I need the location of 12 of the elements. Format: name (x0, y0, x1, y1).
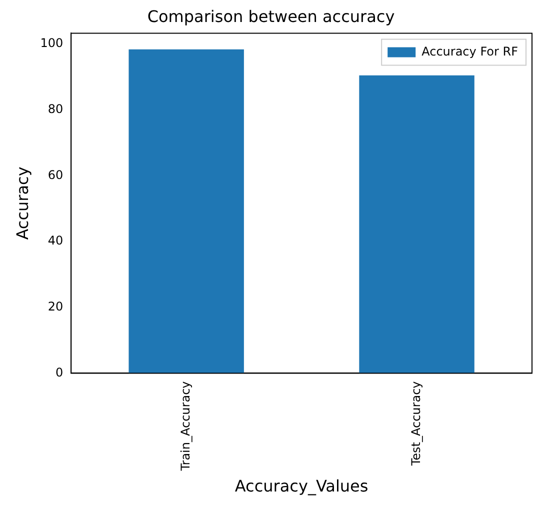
y-tick-label: 60 (48, 168, 64, 182)
x-tick-label: Test_Accuracy (408, 381, 423, 467)
y-tick-label: 100 (40, 36, 64, 50)
legend-label: Accuracy For RF (422, 44, 518, 58)
x-tick-label: Train_Accuracy (178, 381, 192, 472)
y-tick-label: 0 (55, 365, 64, 380)
y-tick-label: 40 (48, 234, 64, 248)
x-axis-title: Accuracy_Values (234, 476, 368, 496)
chart-title: Comparison between accuracy (147, 6, 395, 26)
y-axis-title: Accuracy (12, 166, 32, 240)
y-tick-label: 80 (48, 102, 64, 116)
y-tick-label: 20 (48, 300, 64, 314)
